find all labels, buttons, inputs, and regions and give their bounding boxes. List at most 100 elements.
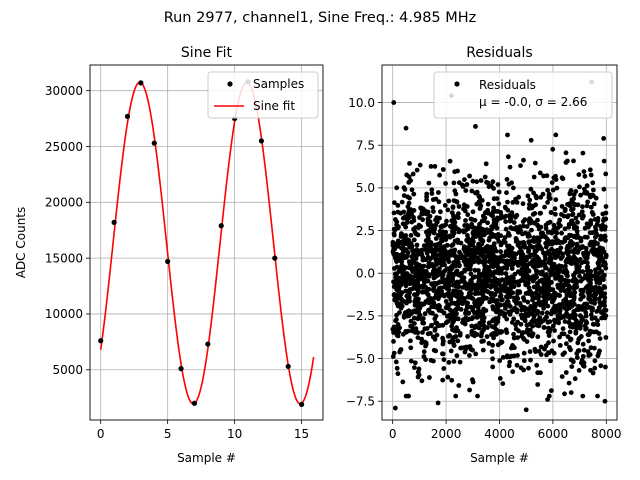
residual-point bbox=[591, 201, 597, 207]
residual-point bbox=[578, 292, 584, 298]
residual-point bbox=[453, 393, 459, 399]
residual-point bbox=[537, 318, 543, 324]
residual-outlier-point bbox=[601, 135, 607, 141]
residual-point bbox=[570, 299, 576, 305]
residual-point bbox=[530, 323, 535, 329]
residual-point bbox=[562, 319, 568, 324]
residual-point bbox=[530, 257, 536, 263]
residual-point bbox=[391, 339, 396, 344]
sample-point bbox=[218, 223, 224, 229]
residual-point bbox=[532, 160, 538, 166]
residual-point bbox=[515, 289, 521, 294]
residual-point bbox=[498, 340, 503, 346]
residual-point bbox=[526, 332, 532, 338]
residual-point bbox=[462, 267, 468, 273]
residual-point bbox=[400, 379, 406, 385]
residual-point bbox=[463, 188, 469, 194]
residual-point bbox=[446, 273, 451, 279]
residual-point bbox=[434, 320, 440, 326]
residual-point bbox=[391, 210, 397, 216]
residual-point bbox=[511, 220, 517, 225]
residual-point bbox=[559, 212, 564, 217]
residual-point bbox=[563, 296, 569, 302]
y-tick-label: 5000 bbox=[52, 363, 83, 377]
residual-point bbox=[566, 319, 572, 325]
residual-point bbox=[457, 262, 462, 268]
residual-point bbox=[525, 306, 531, 312]
y-tick-label: 25000 bbox=[45, 140, 83, 154]
residual-point bbox=[569, 207, 574, 213]
residual-point bbox=[572, 376, 578, 382]
residual-point bbox=[510, 200, 516, 205]
residual-point bbox=[572, 290, 578, 295]
residual-point bbox=[419, 378, 425, 384]
residual-point bbox=[520, 201, 526, 207]
residual-point bbox=[567, 345, 572, 350]
residual-point bbox=[467, 257, 472, 263]
residual-point bbox=[440, 351, 445, 357]
residual-point bbox=[519, 307, 524, 313]
residual-point bbox=[502, 312, 507, 317]
residual-point bbox=[415, 335, 421, 340]
residual-point bbox=[491, 196, 497, 202]
residual-point bbox=[585, 349, 591, 354]
sine-fit-line bbox=[99, 81, 315, 405]
residual-point bbox=[568, 390, 574, 395]
residual-point bbox=[470, 209, 476, 215]
residual-point bbox=[581, 347, 587, 353]
residual-point bbox=[578, 296, 583, 302]
residual-point bbox=[559, 230, 564, 236]
residual-point bbox=[541, 173, 546, 179]
residual-point bbox=[420, 316, 426, 321]
sample-point bbox=[165, 258, 171, 265]
residual-point bbox=[559, 315, 564, 320]
residual-point bbox=[576, 348, 582, 353]
x-tick-label: 6000 bbox=[538, 427, 569, 441]
residual-point bbox=[460, 275, 466, 281]
residual-point bbox=[458, 307, 464, 312]
residual-point bbox=[564, 249, 569, 255]
residual-point bbox=[428, 164, 434, 169]
residual-point bbox=[426, 273, 432, 279]
residual-point bbox=[420, 320, 426, 326]
residual-point bbox=[440, 275, 445, 281]
residual-point bbox=[525, 193, 531, 199]
residual-point bbox=[530, 297, 535, 303]
residual-point bbox=[559, 374, 565, 379]
residual-point bbox=[484, 282, 490, 288]
residual-point bbox=[470, 307, 476, 313]
residual-point bbox=[562, 391, 567, 397]
residual-point bbox=[579, 357, 585, 363]
residual-point bbox=[560, 254, 565, 260]
residual-point bbox=[529, 227, 534, 233]
residual-point bbox=[456, 254, 461, 260]
residual-point bbox=[437, 215, 442, 221]
sine-fit-ylabel: ADC Counts bbox=[14, 207, 28, 279]
residual-point bbox=[592, 301, 597, 306]
residual-point bbox=[432, 164, 438, 169]
residual-point bbox=[474, 201, 480, 207]
residual-point bbox=[499, 329, 505, 335]
residual-point bbox=[477, 301, 483, 307]
residual-point bbox=[558, 277, 564, 283]
residual-point bbox=[573, 330, 579, 336]
residual-point bbox=[392, 200, 397, 206]
residual-point bbox=[569, 364, 575, 369]
residual-point bbox=[392, 266, 397, 271]
residual-point bbox=[538, 370, 543, 376]
residual-point bbox=[595, 393, 600, 399]
residual-point bbox=[411, 315, 417, 321]
residual-point bbox=[475, 283, 480, 289]
residual-point bbox=[415, 232, 421, 238]
residual-point bbox=[432, 326, 438, 332]
residual-point bbox=[498, 233, 504, 239]
residual-point bbox=[408, 318, 414, 324]
residual-point bbox=[576, 266, 581, 272]
residual-point bbox=[521, 358, 527, 364]
residual-point bbox=[456, 211, 461, 217]
residual-point bbox=[432, 281, 437, 286]
residual-point bbox=[546, 333, 552, 338]
residual-point bbox=[554, 185, 560, 191]
residual-point bbox=[568, 239, 574, 244]
residual-point bbox=[475, 313, 480, 319]
